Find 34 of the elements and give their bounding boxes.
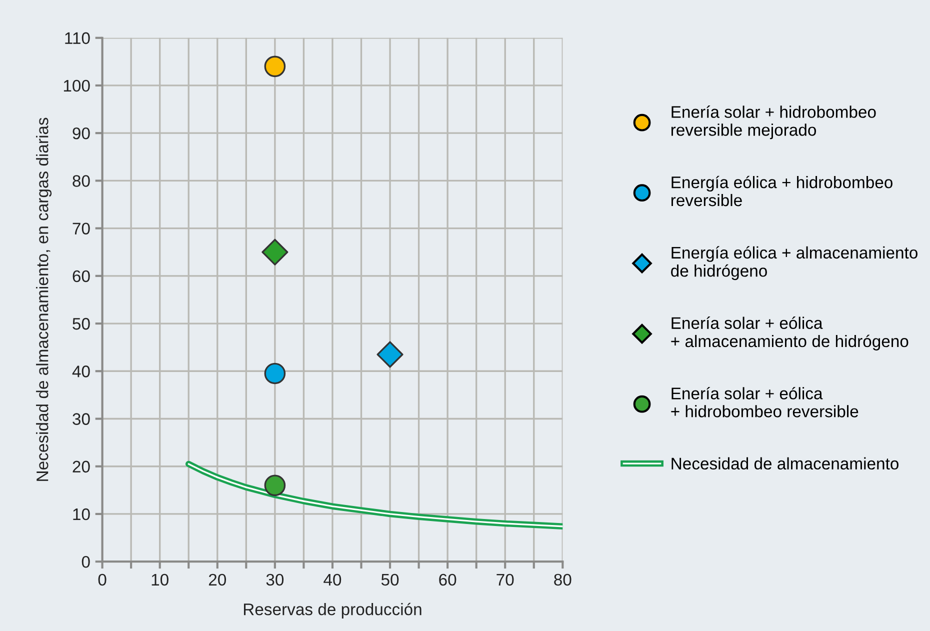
x-tick-label: 80 [554, 574, 572, 586]
legend-label: Enería solar + eólica + almacenamiento de hidrógeno [671, 316, 908, 350]
point [264, 362, 286, 384]
point [264, 56, 286, 78]
y-tick-label: 40 [72, 366, 90, 378]
x-tick-label: 0 [98, 574, 106, 586]
x-tick-label: 10 [152, 574, 168, 586]
legend-label: Necesidad de almacenamiento [672, 457, 898, 470]
y-tick-label: 100 [64, 80, 90, 92]
x-tick-label: 70 [496, 574, 514, 586]
x-axis-title: Reservas de producción [244, 602, 422, 619]
x-tick-label: 20 [208, 574, 226, 586]
legend-label: Enería solar + hidrobombeo reversible mejorado [671, 105, 876, 140]
y-tick-label: 110 [65, 32, 90, 44]
y-tick-label: 70 [72, 222, 90, 235]
legend-label: Energía eólica + almacenamiento de hidrógeno [671, 246, 918, 280]
legend-label: Energía eólica + hidrobombeo reversible [671, 176, 892, 206]
y-tick-label: 10 [73, 508, 90, 520]
y-tick-label: 20 [72, 460, 90, 473]
y-axis-title: Necesidad de almacenamiento, en cargas diarias [36, 118, 52, 481]
point [262, 238, 288, 266]
y-tick-label: 90 [72, 127, 90, 140]
y-tick-label: 60 [72, 270, 90, 282]
x-tick-label: 30 [266, 574, 284, 586]
y-tick-label: 80 [72, 175, 90, 187]
point [264, 474, 286, 496]
y-tick-label: 50 [72, 318, 90, 330]
x-tick-label: 50 [381, 574, 399, 586]
x-tick-label: 40 [324, 574, 342, 586]
y-tick-label: 0 [82, 556, 90, 568]
y-tick-label: 30 [72, 413, 90, 425]
point [376, 341, 404, 368]
legend-label: Enería solar + eólica + hidrobombeo reversible [671, 386, 858, 418]
x-tick-label: 60 [439, 574, 456, 586]
